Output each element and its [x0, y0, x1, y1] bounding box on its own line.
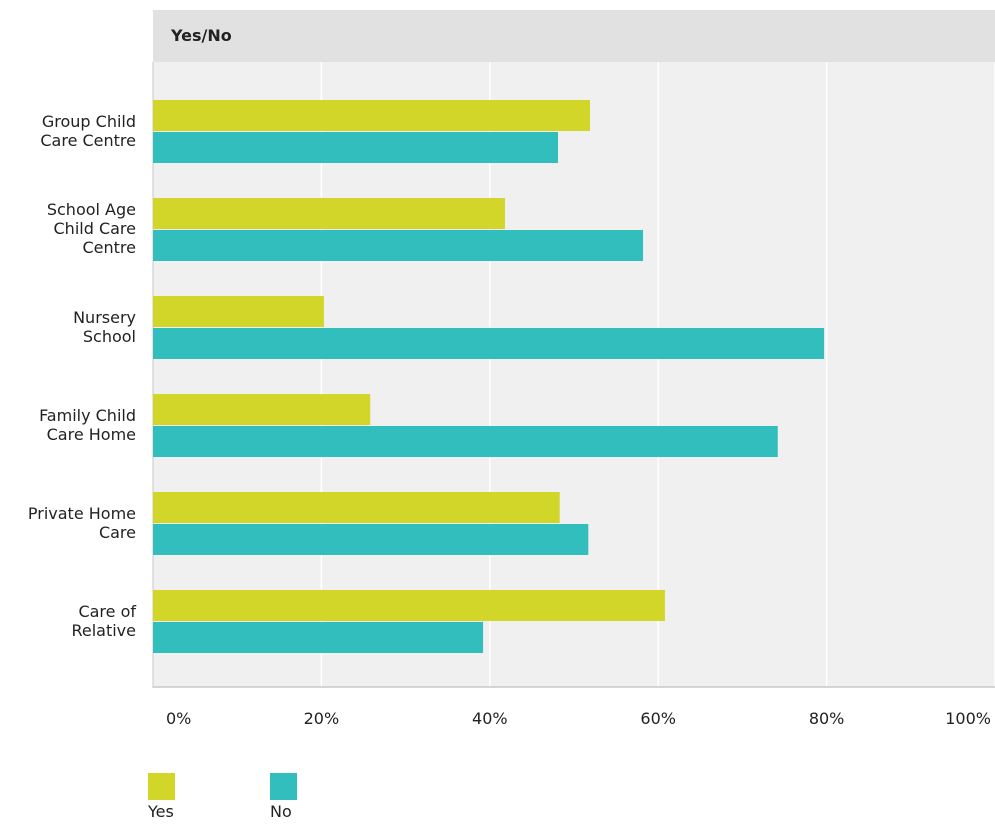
x-tick-label: 40%	[472, 709, 508, 728]
bar-no-2	[153, 230, 644, 261]
category-label: Care of Relative	[0, 602, 136, 640]
category-label-line: Centre	[82, 238, 137, 257]
category-label-line: Group Child	[41, 111, 136, 131]
category-label-line: Nursery	[73, 307, 136, 327]
chart-title: Yes/No	[171, 26, 232, 45]
x-tick-label: 0%	[166, 709, 192, 728]
category-label-line: Care of	[78, 601, 136, 621]
x-tick-label: 100%	[945, 709, 991, 728]
bar-yes-1	[153, 100, 590, 131]
category-label: Family Child Care Home	[0, 406, 136, 444]
category-label-line: Care	[98, 522, 136, 542]
x-tick-label: 80%	[808, 709, 845, 728]
category-label: Nursery School	[0, 308, 136, 346]
category-label-line: Care Centre	[40, 130, 136, 150]
category-label-line: Relative	[71, 620, 136, 640]
category-label: School Age Child Care Centre	[0, 200, 136, 257]
chart-title-bar: Yes/No	[153, 10, 995, 62]
category-label-line: Care Home	[46, 424, 136, 444]
bar-yes-6	[153, 590, 665, 621]
chart-plot	[152, 62, 995, 688]
category-label-line: Family Child	[39, 405, 136, 425]
category-label: Group Child Care Centre	[0, 112, 136, 150]
bar-yes-3	[153, 296, 324, 327]
category-label-line: Private Home	[27, 503, 136, 523]
legend-swatch	[270, 773, 297, 800]
category-label-line: School Age	[46, 200, 136, 219]
bar-no-4	[153, 426, 778, 457]
bar-no-1	[153, 132, 559, 163]
legend-swatch	[148, 773, 175, 800]
legend-item-yes: Yes	[148, 773, 175, 821]
legend-label: Yes	[148, 802, 174, 821]
bar-yes-2	[153, 198, 505, 229]
bar-yes-4	[153, 394, 371, 425]
bar-no-3	[153, 328, 825, 359]
bar-no-6	[153, 622, 484, 653]
legend-item-no: No	[270, 773, 297, 821]
bar-yes-5	[153, 492, 560, 523]
plot-background	[153, 62, 995, 687]
category-label-line: School	[82, 326, 136, 346]
x-tick-label: 20%	[303, 709, 340, 728]
category-label-line: Child Care	[53, 219, 137, 238]
legend-label: No	[270, 802, 292, 821]
x-tick-label: 60%	[640, 709, 676, 728]
category-label: Private Home Care	[0, 504, 136, 542]
bar-no-5	[153, 524, 589, 555]
